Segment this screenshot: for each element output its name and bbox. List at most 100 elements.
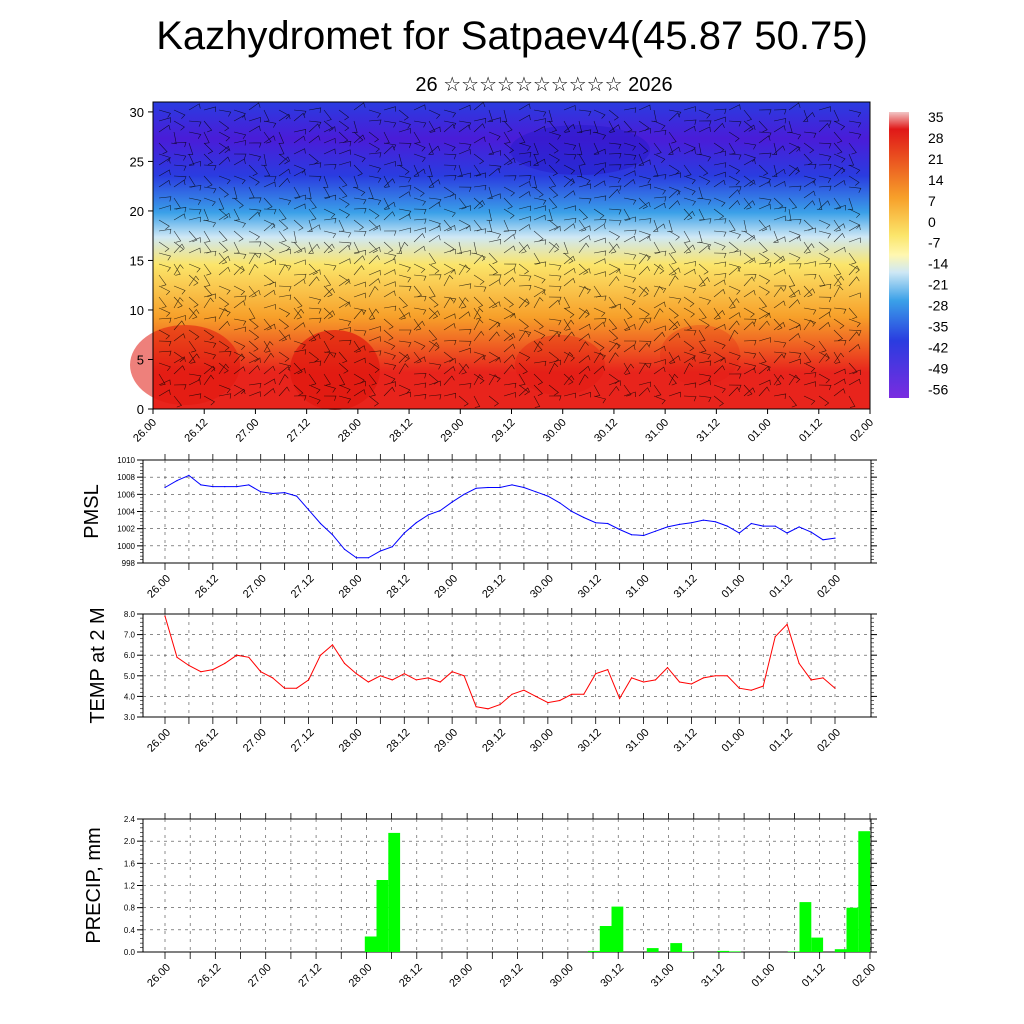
wind-barb bbox=[668, 263, 677, 276]
wind-barb bbox=[488, 279, 501, 287]
chart-title: Kazhydromet for Satpaev4(45.87 50.75) bbox=[156, 14, 868, 58]
wind-barb bbox=[218, 340, 230, 351]
data-point bbox=[559, 502, 561, 504]
wind-barb bbox=[698, 276, 710, 287]
wind-barb bbox=[503, 354, 516, 364]
wind-barb bbox=[608, 373, 620, 385]
wind-barb bbox=[188, 208, 202, 215]
wind-barb bbox=[683, 119, 697, 125]
wind-barb bbox=[773, 300, 786, 309]
wind-barb bbox=[833, 246, 846, 254]
wind-barb bbox=[248, 153, 262, 162]
wind-barb bbox=[263, 281, 276, 288]
wind-barb bbox=[278, 208, 287, 221]
wind-barb bbox=[608, 340, 621, 350]
data-point bbox=[200, 484, 202, 486]
wind-barb bbox=[413, 320, 425, 331]
wind-barb bbox=[398, 363, 409, 375]
wind-barb bbox=[458, 225, 471, 232]
y-tick-label: 3.0 bbox=[124, 713, 136, 722]
wind-barb bbox=[518, 160, 531, 167]
data-point bbox=[619, 697, 621, 700]
wind-barb bbox=[368, 308, 380, 320]
wind-barb bbox=[668, 296, 682, 304]
wind-barb bbox=[743, 200, 756, 210]
wind-barb bbox=[698, 351, 712, 360]
wind-barb bbox=[293, 278, 306, 287]
wind-barb bbox=[788, 185, 802, 191]
wind-barb bbox=[308, 197, 317, 210]
wind-barb bbox=[788, 274, 796, 287]
wind-barb bbox=[728, 298, 740, 309]
wind-barb bbox=[293, 247, 306, 254]
wind-barb bbox=[713, 122, 725, 133]
wind-barb bbox=[848, 292, 861, 298]
wind-barb bbox=[698, 126, 711, 133]
wind-barb bbox=[833, 142, 843, 155]
wind-barb bbox=[743, 307, 755, 318]
wind-barb bbox=[563, 120, 571, 133]
data-point bbox=[475, 487, 477, 489]
wind-barb bbox=[158, 196, 172, 202]
x-tick-label: 26.00 bbox=[145, 727, 173, 755]
wind-barb bbox=[203, 230, 211, 243]
wind-barb bbox=[623, 197, 637, 205]
x-tick-label: 27.12 bbox=[289, 573, 317, 601]
wind-barb bbox=[713, 261, 727, 267]
data-point bbox=[547, 495, 549, 497]
wind-barb bbox=[263, 318, 272, 331]
wind-barb bbox=[548, 296, 562, 303]
wind-barb bbox=[383, 340, 396, 350]
wind-barb bbox=[833, 197, 842, 210]
wind-barb bbox=[578, 197, 592, 204]
precip-bar bbox=[646, 948, 659, 952]
wind-barb bbox=[758, 379, 771, 386]
wind-barb bbox=[323, 307, 334, 319]
wind-barb bbox=[653, 308, 664, 320]
wind-barb bbox=[353, 249, 367, 256]
x-tick-label: 31.00 bbox=[649, 962, 677, 990]
wind-barb bbox=[473, 184, 487, 191]
wind-barb bbox=[413, 318, 422, 331]
wind-barb bbox=[818, 175, 832, 183]
wind-barb bbox=[158, 179, 171, 188]
wind-barb bbox=[338, 351, 348, 364]
wind-barb bbox=[563, 277, 576, 287]
wind-barb bbox=[593, 318, 607, 324]
wind-barb bbox=[833, 120, 846, 131]
wind-barb bbox=[593, 195, 607, 201]
wind-barb bbox=[233, 175, 246, 185]
wind-barb bbox=[473, 355, 486, 364]
wind-barb bbox=[233, 153, 247, 160]
wind-barb bbox=[248, 357, 261, 364]
wind-barb bbox=[638, 128, 651, 134]
wind-barb bbox=[848, 142, 857, 155]
wind-barb bbox=[713, 384, 726, 394]
wind-barb bbox=[353, 219, 364, 231]
wind-barb bbox=[608, 230, 621, 241]
x-tick-label: 01.00 bbox=[749, 962, 777, 990]
wind-barb bbox=[758, 386, 770, 397]
wind-barb bbox=[188, 230, 198, 243]
wind-barb bbox=[638, 159, 651, 166]
wind-barb bbox=[188, 247, 201, 254]
wind-barb bbox=[518, 351, 531, 362]
wind-barb bbox=[833, 340, 847, 346]
wind-barb bbox=[398, 175, 412, 183]
wind-barb bbox=[353, 292, 366, 299]
wind-barb bbox=[428, 234, 441, 243]
wind-barb bbox=[668, 142, 674, 155]
wind-barb bbox=[578, 183, 591, 189]
x-tick-label: 30.00 bbox=[541, 417, 569, 445]
wind-barb bbox=[488, 321, 501, 331]
wind-barb bbox=[578, 391, 591, 398]
wind-barb bbox=[652, 219, 659, 232]
wind-barb bbox=[668, 351, 676, 364]
data-point bbox=[248, 484, 250, 486]
wind-barb bbox=[578, 307, 590, 318]
wind-barb bbox=[758, 296, 767, 309]
x-tick-label: 27.00 bbox=[241, 727, 269, 755]
wind-barb bbox=[593, 395, 607, 404]
wind-barb bbox=[218, 175, 231, 185]
wind-barb bbox=[803, 227, 816, 234]
